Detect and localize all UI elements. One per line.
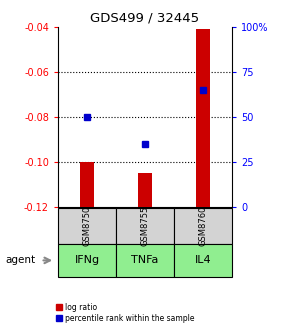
Text: IFNg: IFNg: [75, 255, 99, 265]
Legend: log ratio, percentile rank within the sample: log ratio, percentile rank within the sa…: [56, 303, 195, 323]
Text: GSM8755: GSM8755: [140, 206, 150, 246]
Text: TNFa: TNFa: [131, 255, 159, 265]
Bar: [196, 29, 210, 207]
Text: GSM8750: GSM8750: [82, 206, 92, 246]
Text: agent: agent: [6, 255, 36, 265]
Text: GSM8760: GSM8760: [198, 206, 208, 246]
Bar: [138, 173, 152, 207]
Text: GDS499 / 32445: GDS499 / 32445: [90, 12, 200, 25]
Bar: [80, 162, 94, 207]
Text: IL4: IL4: [195, 255, 211, 265]
